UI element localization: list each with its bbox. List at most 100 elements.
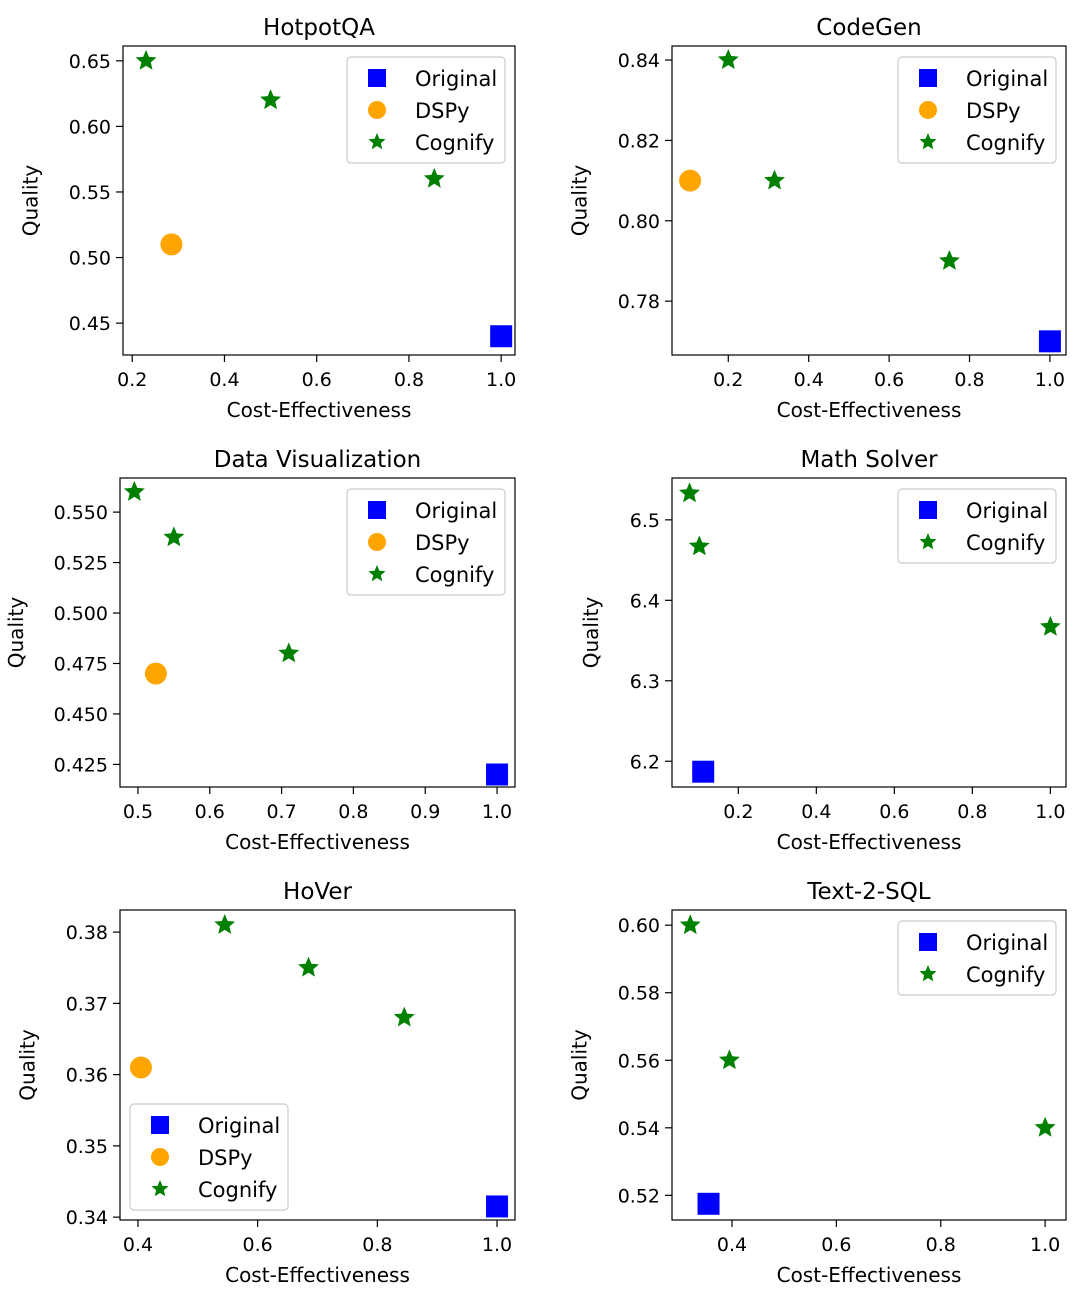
data-point-cognify	[163, 526, 185, 547]
data-point-original	[486, 1195, 509, 1218]
x-tick-label: 0.4	[801, 801, 831, 823]
y-tick-label: 0.525	[54, 553, 108, 575]
y-tick-label: 0.58	[618, 983, 660, 1005]
data-point-cognify	[123, 480, 145, 501]
data-point-cognify	[1039, 615, 1061, 636]
x-tick-label: 0.2	[117, 369, 147, 391]
legend-marker-dspy	[368, 533, 386, 551]
chart-1: CodeGen Cost-Effectiveness Quality 0.2 0.4 0.…	[568, 15, 1067, 422]
plot-frame	[671, 909, 1067, 1221]
x-tick-label: 0.4	[794, 369, 824, 391]
x-tick-label: 0.2	[713, 369, 743, 391]
plot-frame	[119, 909, 516, 1221]
x-tick-label: 0.8	[957, 801, 987, 823]
y-tick-label: 0.54	[618, 1118, 660, 1140]
y-axis-label: Quality	[568, 1029, 592, 1101]
x-tick-label: 0.9	[410, 801, 440, 823]
y-axis-label: Quality	[4, 597, 28, 669]
y-tick-label: 0.45	[69, 313, 111, 335]
data-point-cognify	[260, 89, 282, 110]
data-point-cognify	[214, 913, 236, 934]
data-point-dspy	[144, 662, 167, 685]
y-tick-label: 0.82	[618, 130, 660, 152]
x-tick-label: 1.0	[1030, 1234, 1060, 1256]
legend: Original DSPy Cognify	[129, 1103, 289, 1211]
plot-frame	[671, 477, 1067, 788]
y-axis-label: Quality	[579, 597, 603, 669]
legend-marker-cognify	[151, 1180, 169, 1197]
legend-label: Original	[415, 499, 497, 523]
legend-box	[897, 56, 1057, 164]
x-axis-label: Cost-Effectiveness	[777, 398, 962, 422]
legend-label: Original	[966, 67, 1048, 91]
data-point-original	[697, 1192, 720, 1215]
data-point-cognify	[679, 482, 701, 503]
y-axis-label: Quality	[16, 1029, 40, 1101]
data-point-cognify	[393, 1006, 415, 1027]
chart-3: Math Solver Cost-Effectiveness Quality 0.2 0…	[579, 447, 1067, 854]
y-tick-label: 0.56	[618, 1050, 660, 1072]
x-tick-label: 0.6	[195, 801, 225, 823]
y-tick-label: 0.52	[618, 1185, 660, 1207]
legend-box	[346, 56, 506, 164]
data-point-original	[1038, 330, 1061, 353]
data-point-original	[692, 760, 715, 783]
y-tick-label: 0.475	[54, 653, 108, 675]
legend-label: Original	[415, 67, 497, 91]
data-point-cognify	[718, 1049, 740, 1070]
data-point-cognify	[135, 49, 157, 70]
x-tick-label: 0.8	[926, 1234, 956, 1256]
x-tick-label: 0.6	[302, 369, 332, 391]
plot-frame	[122, 45, 516, 356]
chart-title: Data Visualization	[214, 447, 422, 473]
legend-box	[346, 488, 506, 596]
legend-marker-dspy	[151, 1148, 169, 1166]
x-tick-label: 0.4	[717, 1234, 747, 1256]
data-point-cognify	[938, 249, 960, 270]
legend-box	[897, 488, 1057, 564]
legend-marker-dspy	[368, 101, 386, 119]
x-tick-label: 0.8	[338, 801, 368, 823]
x-tick-label: 0.2	[723, 801, 753, 823]
chart-title: HoVer	[283, 879, 352, 905]
chart-5: Text-2-SQL Cost-Effectiveness Quality 0.4 0.…	[568, 879, 1067, 1287]
legend-label: Cognify	[198, 1178, 277, 1202]
x-tick-label: 1.0	[482, 1234, 512, 1256]
y-tick-label: 0.500	[54, 603, 108, 625]
y-tick-label: 0.36	[66, 1065, 108, 1087]
y-axis-label: Quality	[568, 165, 592, 237]
data-point-cognify	[1034, 1116, 1056, 1137]
data-point-cognify	[679, 914, 701, 935]
x-axis-label: Cost-Effectiveness	[225, 1263, 410, 1287]
y-tick-label: 0.37	[66, 993, 108, 1015]
data-point-dspy	[160, 233, 183, 256]
legend: Original DSPy Cognify	[346, 56, 506, 164]
legend: Original Cognify	[897, 920, 1057, 996]
chart-title: CodeGen	[816, 15, 921, 41]
legend-marker-cognify	[919, 533, 937, 550]
y-tick-label: 0.80	[618, 211, 660, 233]
legend-label: Cognify	[415, 563, 494, 587]
x-tick-label: 0.7	[266, 801, 296, 823]
legend-label: Cognify	[415, 131, 494, 155]
chart-title: Math Solver	[800, 447, 938, 473]
x-tick-label: 0.6	[821, 1234, 851, 1256]
data-point-dspy	[679, 169, 702, 192]
legend-marker-original	[919, 69, 937, 87]
y-tick-label: 0.84	[618, 50, 660, 72]
y-axis-label: Quality	[19, 165, 43, 237]
legend-marker-dspy	[919, 101, 937, 119]
y-tick-label: 0.60	[69, 116, 111, 138]
data-point-cognify	[764, 169, 785, 190]
data-point-cognify	[298, 956, 319, 977]
y-tick-label: 0.38	[66, 922, 108, 944]
legend-marker-original	[919, 933, 937, 951]
legend-marker-original	[368, 69, 386, 87]
data-point-original	[490, 325, 513, 348]
legend-label: DSPy	[966, 99, 1021, 123]
legend-label: Original	[966, 499, 1048, 523]
y-tick-label: 0.55	[69, 182, 111, 204]
chart-0: HotpotQA Cost-Effectiveness Quality 0.2 0.4 0…	[19, 15, 517, 422]
x-tick-label: 0.8	[954, 369, 984, 391]
